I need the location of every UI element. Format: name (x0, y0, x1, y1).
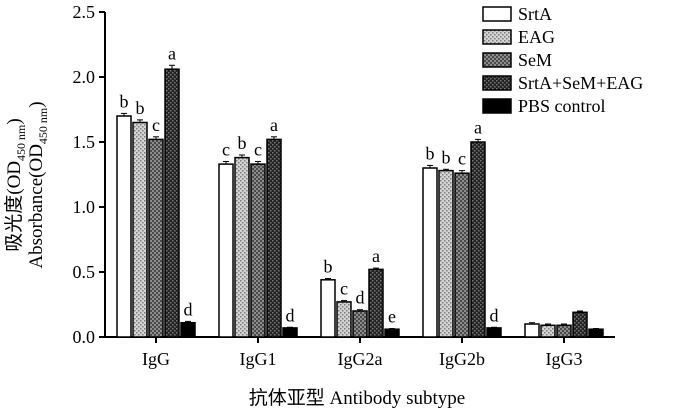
bar (116, 115, 132, 338)
x-tick-label: IgG1 (240, 349, 277, 369)
svg-text:Absorbance(OD450 nm): Absorbance(OD450 nm) (26, 101, 50, 268)
legend-label: SrtA (518, 4, 552, 24)
bar (282, 327, 298, 338)
bar (164, 68, 180, 338)
significance-label: a (168, 43, 176, 63)
bar (180, 321, 196, 338)
legend-label: PBS control (518, 96, 606, 116)
x-tick-label: IgG3 (546, 349, 583, 369)
bar (470, 141, 486, 338)
significance-label: d (184, 299, 193, 319)
y-axis-title-cn: 吸光度(OD (3, 161, 25, 252)
significance-label: a (270, 115, 278, 135)
bar (218, 163, 234, 338)
x-tick-label: IgG2a (338, 349, 383, 369)
significance-label: a (372, 246, 380, 266)
y-tick-label: 2.5 (73, 2, 96, 22)
legend-label: SrtA+SeM+EAG (518, 73, 643, 93)
bar (234, 156, 250, 338)
significance-label: d (356, 288, 365, 308)
legend: SrtA EAG SeM SrtA+SeM+EAG PBS control (482, 4, 643, 116)
bar (540, 324, 556, 338)
legend-swatch (482, 75, 512, 91)
significance-label: b (136, 98, 145, 118)
legend-swatch (482, 29, 512, 45)
bar (572, 311, 588, 338)
bar (250, 163, 266, 338)
significance-label: a (474, 117, 482, 137)
bar (336, 301, 352, 338)
bar (132, 121, 148, 338)
bar (368, 268, 384, 338)
significance-label: d (490, 305, 499, 325)
significance-label: c (254, 140, 262, 160)
significance-label: b (426, 143, 435, 163)
significance-label: c (458, 149, 466, 169)
x-tick-label: IgG2b (439, 349, 485, 369)
y-tick-label: 0.5 (73, 262, 96, 282)
y-axis-title-cn-sub: 450 nm (14, 124, 28, 161)
significance-label: c (222, 140, 230, 160)
bar (266, 138, 282, 338)
bar (384, 328, 400, 338)
bar (352, 310, 368, 338)
legend-swatch (482, 98, 512, 114)
significance-label: b (120, 91, 129, 111)
bar (422, 167, 438, 338)
significance-label: e (388, 307, 396, 327)
x-tick-label: IgG (142, 349, 170, 369)
significance-label: b (238, 133, 247, 153)
bar (148, 138, 164, 338)
y-tick-label: 1.5 (73, 132, 96, 152)
bar (588, 328, 604, 338)
bar (438, 169, 454, 338)
significance-label: b (442, 147, 451, 167)
y-tick-label: 0.0 (73, 327, 96, 347)
bar (454, 172, 470, 338)
significance-label: c (340, 279, 348, 299)
y-tick-label: 1.0 (73, 197, 96, 217)
bar (556, 324, 572, 338)
x-axis-title: 抗体亚型 Antibody subtype (249, 387, 465, 409)
legend-label: EAG (518, 27, 555, 47)
bar (320, 279, 336, 338)
y-axis-title-en-sub: 450 nm (36, 107, 50, 144)
significance-label: c (152, 115, 160, 135)
y-axis-title-en-close: ) (26, 101, 47, 107)
y-axis-title: 吸光度(OD450 nm) Absorbance(OD450 nm) (3, 101, 50, 268)
significance-label: b (324, 257, 333, 277)
legend-swatch (482, 6, 512, 22)
significance-label: d (286, 305, 295, 325)
legend-swatch (482, 52, 512, 68)
svg-text:吸光度(OD450 nm): 吸光度(OD450 nm) (3, 118, 28, 251)
bar (486, 327, 502, 338)
y-tick-label: 2.0 (73, 67, 96, 87)
bar (524, 323, 540, 338)
y-axis-title-en: Absorbance(OD (26, 144, 47, 269)
legend-label: SeM (518, 50, 552, 70)
y-axis-title-cn-close: ) (4, 118, 25, 124)
